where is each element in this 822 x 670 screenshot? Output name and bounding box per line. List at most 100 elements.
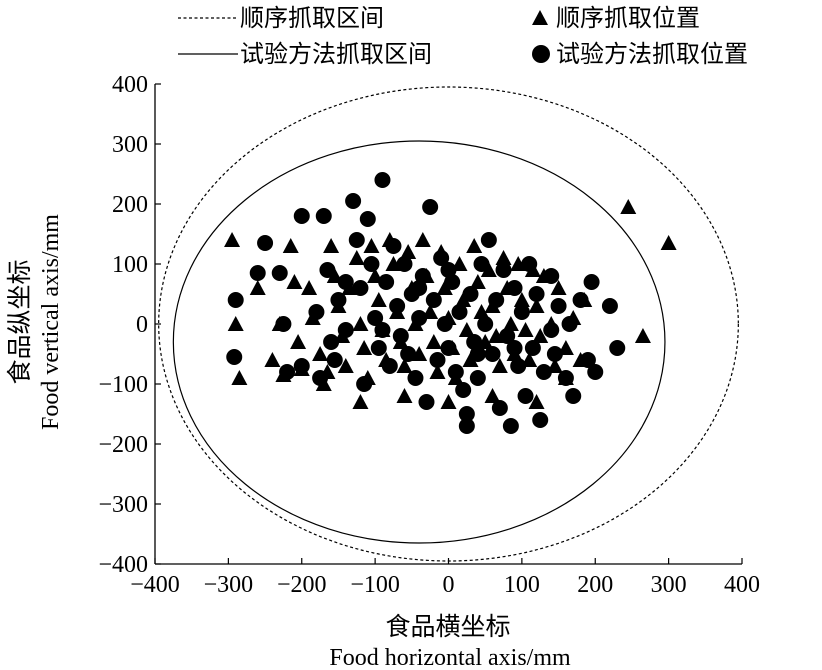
x-tick-label: 400 (724, 572, 760, 598)
triangle-point (337, 358, 354, 373)
dot-point (348, 232, 365, 248)
dot-point (535, 364, 552, 380)
triangle-point (231, 370, 248, 385)
dot-point (359, 211, 376, 227)
dot-point (293, 208, 310, 224)
y-tick-label: 400 (112, 72, 148, 98)
dot-point (510, 358, 527, 374)
x-ticks: −400 −300 −200 −100 0 100 200 300 400 (130, 558, 760, 598)
triangle-point (620, 199, 637, 214)
dot-point (455, 382, 472, 398)
dot-point (440, 340, 457, 356)
y-tick-label: 100 (112, 252, 148, 278)
triangle-point (429, 364, 446, 379)
triangle-point (414, 232, 431, 247)
dot-point (436, 316, 453, 332)
dot-point (550, 298, 567, 314)
dot-point (226, 349, 243, 365)
dot-point (418, 394, 435, 410)
dot-point (275, 316, 292, 332)
dot-point (385, 238, 402, 254)
triangle-point (425, 334, 442, 349)
triangle-point (440, 394, 457, 409)
y-tick-label: −300 (98, 492, 148, 518)
y-axis-label-en: Food vertical axis/mm (38, 214, 64, 430)
triangle-point (469, 274, 486, 289)
dot-point (414, 268, 431, 284)
dot-point (583, 274, 600, 290)
dot-point (293, 358, 310, 374)
x-tick-label: 100 (504, 572, 540, 598)
dot-point (319, 262, 336, 278)
dot-point (396, 256, 413, 272)
dot-point (517, 388, 534, 404)
triangle-point (528, 298, 545, 313)
triangle-point (458, 322, 475, 337)
x-tick-label: −100 (350, 572, 400, 598)
dot-point (488, 292, 505, 308)
triangle-point (491, 358, 508, 373)
triangle-point (323, 238, 340, 253)
dot-point (572, 292, 589, 308)
dot-point (429, 352, 446, 368)
dot-point (499, 328, 516, 344)
x-axis-label-cn: 食品横坐标 (385, 612, 510, 641)
y-tick-label: 0 (136, 312, 148, 338)
legend-solid-circle-label: 试验方法抓取区间 (240, 40, 432, 68)
dot-point (469, 346, 486, 362)
triangle-point (532, 328, 549, 343)
triangle-point (484, 388, 501, 403)
dot-point (561, 316, 578, 332)
dot-point (473, 256, 490, 272)
x-tick-label: −400 (130, 572, 180, 598)
dot-point (462, 286, 479, 302)
dot-point (524, 340, 541, 356)
dot-point (491, 400, 508, 416)
triangle-point (396, 388, 413, 403)
dot-point (506, 280, 523, 296)
triangle-point (513, 292, 530, 307)
dot-point (513, 304, 530, 320)
dot-point (565, 388, 582, 404)
dot-point (392, 328, 409, 344)
y-ticks: −400 −300 −200 −100 0 100 200 300 400 (98, 72, 161, 578)
triangle-point (473, 304, 490, 319)
triangle-point (466, 238, 483, 253)
x-tick-label: −300 (204, 572, 254, 598)
dot-point (378, 274, 395, 290)
dot-point (381, 358, 398, 374)
triangle-point (249, 280, 266, 295)
y-tick-label: 200 (112, 192, 148, 218)
dot-point (356, 376, 373, 392)
x-tick-label: 200 (577, 572, 613, 598)
triangle-point (634, 328, 651, 343)
dot-point (330, 292, 347, 308)
test-method-grab-region-circle (172, 140, 666, 544)
dot-point (407, 370, 424, 386)
triangle-point (264, 352, 281, 367)
dot-point (609, 340, 626, 356)
y-tick-label: −100 (98, 372, 148, 398)
dot-point (521, 256, 538, 272)
dot-point (352, 280, 369, 296)
dot-point (601, 298, 618, 314)
legend: 顺序抓取区间 顺序抓取位置 试验方法抓取区间 试验方法抓取位置 (178, 4, 748, 68)
dot-point (345, 193, 362, 209)
triangle-point (396, 358, 413, 373)
triangle-point (352, 394, 369, 409)
dot-point (469, 370, 486, 386)
triangle-point (502, 316, 519, 331)
dot-point (440, 262, 457, 278)
triangle-point (480, 262, 497, 277)
y-tick-label: −200 (98, 432, 148, 458)
dot-point (495, 262, 512, 278)
regions (158, 86, 739, 562)
triangle-point (224, 232, 241, 247)
dot-point (466, 334, 483, 350)
dot-point (579, 352, 596, 368)
dot-point (543, 268, 560, 284)
triangle-point (517, 322, 534, 337)
legend-dot-label: 试验方法抓取位置 (556, 40, 748, 68)
dot-point (367, 310, 384, 326)
triangle-point (348, 250, 365, 265)
